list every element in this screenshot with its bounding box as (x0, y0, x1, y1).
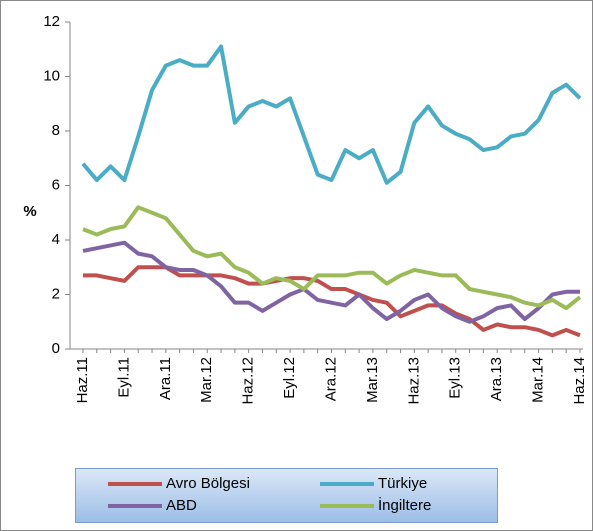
legend-box (75, 468, 498, 523)
x-tick-label: Haz.14 (571, 357, 588, 405)
legend-label: Türkiye (378, 475, 427, 492)
legend-label: Avro Bölgesi (166, 475, 250, 492)
x-tick-label: Eyl.12 (281, 357, 298, 399)
y-tick-label: 8 (52, 122, 60, 139)
series-line (81, 44, 582, 185)
y-tick-label: 10 (43, 67, 60, 84)
x-tick-label: Haz.12 (240, 357, 257, 405)
x-tick-label: Haz.11 (74, 357, 91, 403)
x-tick-label: Mar.13 (364, 357, 381, 403)
y-tick-label: 2 (52, 285, 60, 302)
y-tick-label: 4 (52, 231, 60, 248)
y-tick-label: 0 (52, 340, 60, 357)
x-tick-label: Ara.13 (488, 357, 505, 401)
series-line (82, 205, 582, 311)
series-line (82, 240, 580, 324)
x-tick-label: Eyl.11 (115, 357, 132, 398)
x-tick-label: Haz.13 (405, 357, 422, 405)
y-tick-label: 12 (43, 13, 60, 30)
y-axis-label: % (23, 203, 36, 220)
x-tick-label: Eyl.13 (447, 357, 464, 399)
y-tick-label: 6 (52, 176, 60, 193)
legend-label: ABD (166, 497, 197, 514)
x-tick-label: Mar.14 (530, 357, 547, 403)
x-tick-label: Mar.12 (198, 357, 215, 403)
x-tick-label: Ara.11 (157, 357, 174, 400)
legend-label: İngiltere (378, 496, 431, 514)
x-tick-label: Ara.12 (322, 357, 339, 401)
